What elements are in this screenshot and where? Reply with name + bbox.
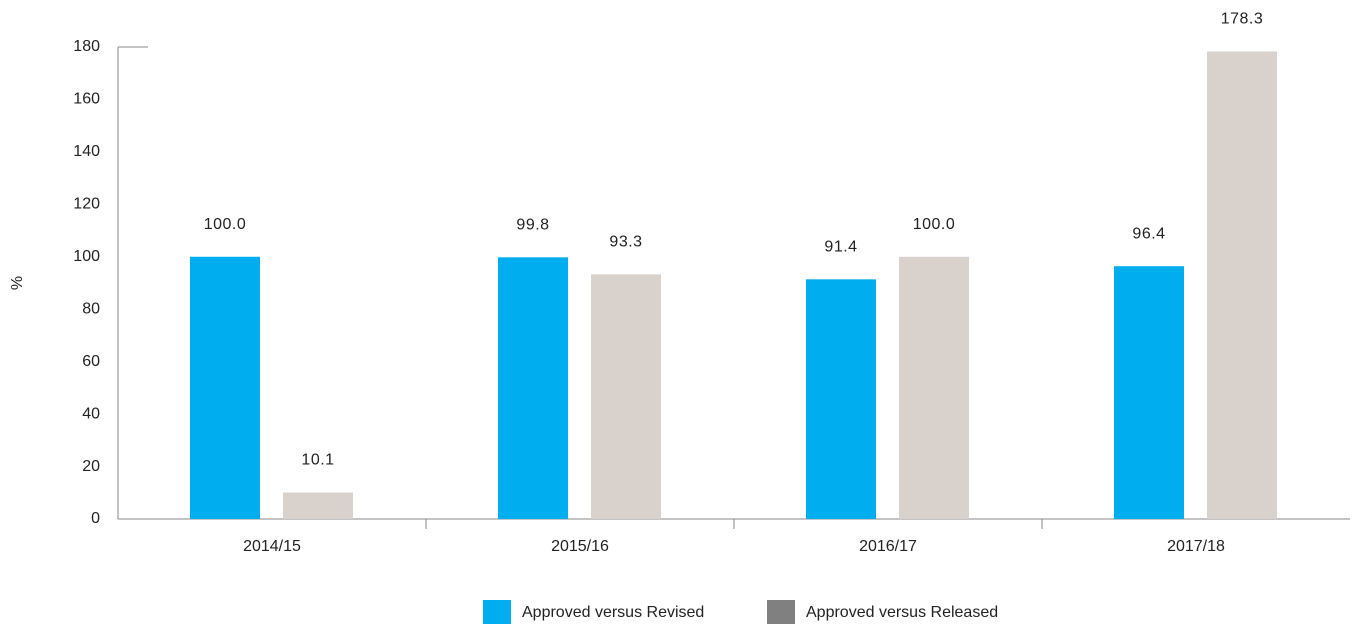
bar	[806, 279, 876, 519]
value-label: 10.1	[301, 452, 334, 469]
y-axis-label: %	[9, 276, 26, 290]
y-tick-label: 40	[82, 405, 100, 422]
value-label: 99.8	[516, 217, 549, 234]
legend-swatch	[483, 600, 511, 624]
value-label: 93.3	[609, 234, 642, 251]
x-tick-label: 2016/17	[859, 538, 917, 555]
bar	[1207, 51, 1277, 520]
y-tick-label: 160	[73, 91, 100, 108]
y-tick-label: 120	[73, 196, 100, 213]
bar	[283, 492, 353, 519]
x-tick-label: 2014/15	[243, 538, 301, 555]
bar	[1114, 266, 1184, 519]
y-tick-label: 80	[82, 300, 100, 317]
y-tick-label: 0	[91, 510, 100, 527]
legend-label: Approved versus Released	[806, 604, 998, 621]
value-label: 91.4	[824, 239, 857, 256]
legend-label: Approved versus Revised	[522, 604, 704, 621]
value-label: 100.0	[913, 216, 956, 233]
value-label: 178.3	[1221, 11, 1264, 28]
bar	[591, 274, 661, 519]
y-tick-label: 180	[73, 38, 100, 55]
legend-swatch	[767, 600, 795, 624]
x-tick-label: 2015/16	[551, 538, 609, 555]
x-tick-label: 2017/18	[1167, 538, 1225, 555]
value-label: 96.4	[1132, 225, 1165, 242]
y-tick-label: 60	[82, 353, 100, 370]
value-label: 100.0	[204, 216, 247, 233]
bar	[899, 256, 969, 519]
y-tick-label: 100	[73, 248, 100, 265]
y-tick-label: 140	[73, 143, 100, 160]
bar	[498, 257, 568, 519]
bar	[190, 256, 260, 519]
y-tick-label: 20	[82, 458, 100, 475]
